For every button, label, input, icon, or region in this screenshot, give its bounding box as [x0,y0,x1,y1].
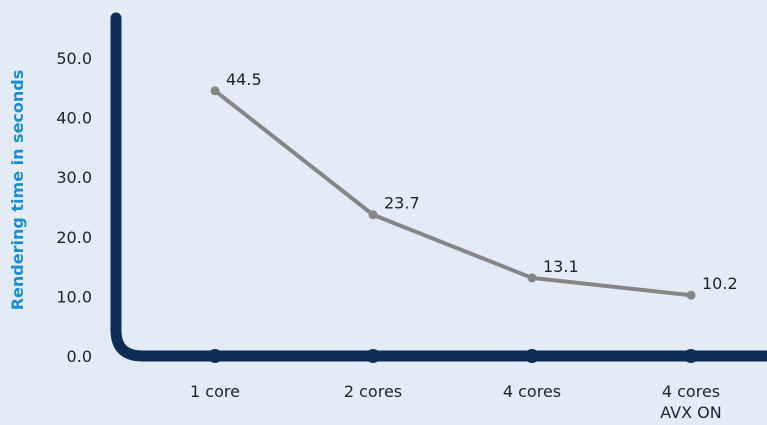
data-point [210,86,220,96]
x-axis-dot-2 [366,349,380,363]
x-tick-label: 2 cores [344,382,402,401]
x-tick-label-line: 4 cores [662,382,720,401]
x-tick-label: 4 cores AVX ON [660,382,721,422]
data-point [368,210,378,220]
data-label: 10.2 [702,274,738,293]
x-axis-dot-4 [684,349,698,363]
y-tick-label: 10.0 [56,287,92,306]
y-tick-label: 40.0 [56,109,92,128]
series-line [213,88,693,298]
data-label: 23.7 [384,194,420,213]
x-tick-label-line: 4 cores [503,382,561,401]
x-tick-label-line: 2 cores [344,382,402,401]
data-point [527,273,537,283]
data-label: 13.1 [543,257,579,276]
x-tick-label-line: 1 core [190,382,240,401]
y-tick-label: 0.0 [67,347,92,366]
x-tick-label-line: AVX ON [660,403,721,422]
x-axis-dot-3 [525,349,539,363]
y-tick-label: 50.0 [56,49,92,68]
axis-line [110,12,767,362]
y-tick-label: 30.0 [56,168,92,187]
y-axis-label: Rendering time in seconds [8,70,27,311]
x-axis-dot-1 [208,349,222,363]
x-tick-label: 4 cores [503,382,561,401]
y-tick-label: 20.0 [56,228,92,247]
data-label: 44.5 [226,70,262,89]
data-point [686,290,696,300]
x-tick-label: 1 core [190,382,240,401]
